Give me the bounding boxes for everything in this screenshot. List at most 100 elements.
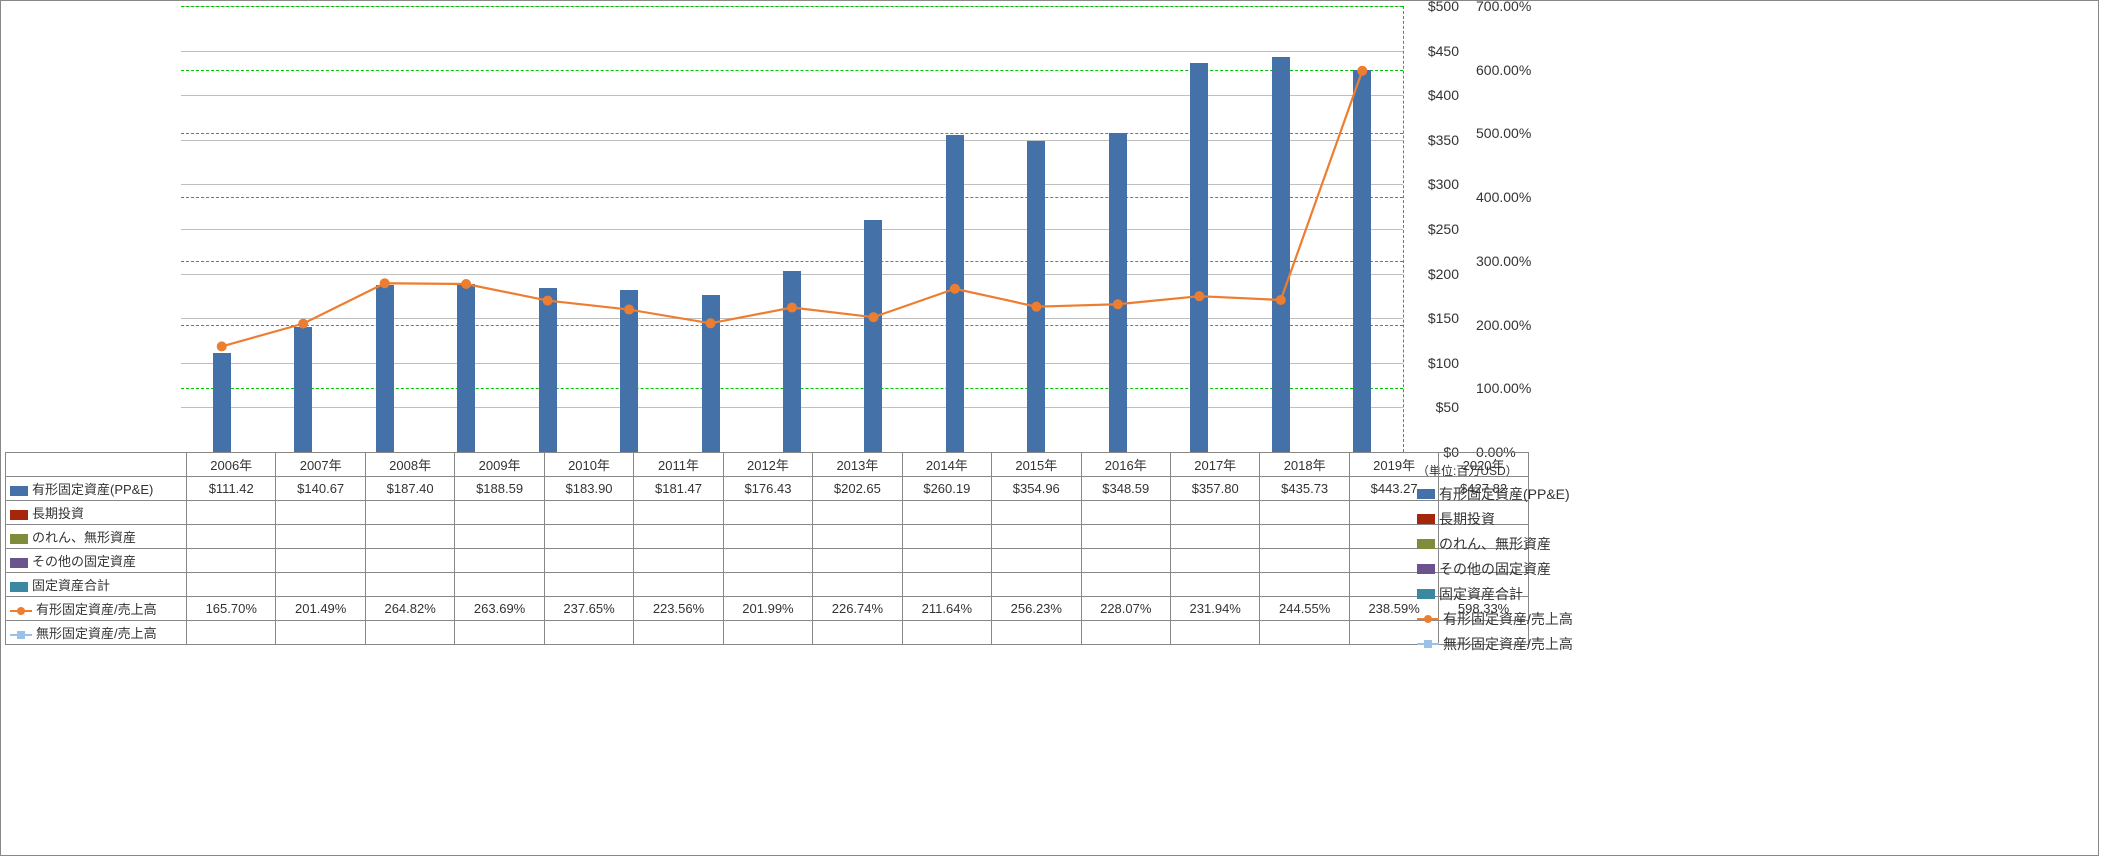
table-cell — [1081, 525, 1170, 549]
table-cell — [187, 549, 276, 573]
table-cell — [723, 525, 812, 549]
table-cell: $354.96 — [992, 477, 1081, 501]
category-header: 2013年 — [813, 453, 902, 477]
table-cell — [992, 525, 1081, 549]
table-cell — [365, 501, 454, 525]
y1-tick-label: $350 — [1428, 132, 1459, 148]
chart-container: $0$50$100$150$200$250$300$350$400$450$50… — [0, 0, 2099, 856]
table-cell — [1081, 573, 1170, 597]
table-cell — [992, 501, 1081, 525]
category-header: 2019年 — [1349, 453, 1438, 477]
table-cell — [902, 573, 991, 597]
category-header: 2009年 — [455, 453, 544, 477]
data-table: 2006年2007年2008年2009年2010年2011年2012年2013年… — [5, 452, 1529, 645]
y2-tick-label: 300.00% — [1476, 253, 1531, 269]
table-cell — [992, 573, 1081, 597]
table-cell — [187, 621, 276, 645]
table-row: 固定資産合計 — [6, 573, 1529, 597]
table-row: 長期投資 — [6, 501, 1529, 525]
table-cell: 201.99% — [723, 597, 812, 621]
table-cell: $202.65 — [813, 477, 902, 501]
table-cell — [723, 621, 812, 645]
category-header: 2018年 — [1260, 453, 1349, 477]
table-cell — [634, 525, 723, 549]
table-cell: 264.82% — [365, 597, 454, 621]
y2-axis-labels: 0.00%100.00%200.00%300.00%400.00%500.00%… — [1476, 6, 1546, 452]
table-cell — [723, 501, 812, 525]
table-cell — [813, 549, 902, 573]
y1-tick-label: $50 — [1436, 399, 1459, 415]
table-cell: $187.40 — [365, 477, 454, 501]
series-label: のれん、無形資産 — [32, 530, 136, 545]
table-cell: 237.65% — [544, 597, 633, 621]
category-header: 2008年 — [365, 453, 454, 477]
table-cell — [1170, 573, 1259, 597]
table-cell — [544, 573, 633, 597]
table-cell — [1170, 525, 1259, 549]
table-cell: $183.90 — [544, 477, 633, 501]
table-cell — [902, 549, 991, 573]
series-label: 有形固定資産(PP&E) — [32, 482, 153, 497]
table-cell — [544, 621, 633, 645]
legend-item: 有形固定資産/売上高 — [1417, 606, 1573, 631]
table-cell — [992, 549, 1081, 573]
table-cell — [813, 501, 902, 525]
y2-tick-label: 500.00% — [1476, 125, 1531, 141]
table-row: のれん、無形資産 — [6, 525, 1529, 549]
table-cell — [276, 621, 365, 645]
table-cell — [276, 549, 365, 573]
table-row: その他の固定資産 — [6, 549, 1529, 573]
table-cell — [813, 525, 902, 549]
y1-axis-labels: $0$50$100$150$200$250$300$350$400$450$50… — [1409, 6, 1459, 452]
table-cell — [1260, 525, 1349, 549]
table-cell — [1260, 573, 1349, 597]
table-cell — [544, 525, 633, 549]
table-cell — [813, 573, 902, 597]
table-cell — [187, 573, 276, 597]
table-cell: $181.47 — [634, 477, 723, 501]
table-cell — [1081, 621, 1170, 645]
table-row: 有形固定資産/売上高165.70%201.49%264.82%263.69%23… — [6, 597, 1529, 621]
table-cell — [365, 549, 454, 573]
plot-area — [181, 6, 1403, 452]
y2-tick-label: 700.00% — [1476, 0, 1531, 14]
table-cell: 201.49% — [276, 597, 365, 621]
table-cell — [723, 573, 812, 597]
table-row: 有形固定資産(PP&E)$111.42$140.67$187.40$188.59… — [6, 477, 1529, 501]
series-label: 固定資産合計 — [32, 578, 110, 593]
series-label: 有形固定資産/売上高 — [36, 602, 157, 617]
table-cell — [455, 573, 544, 597]
y2-axis-line — [1403, 6, 1404, 452]
legend-item: その他の固定資産 — [1417, 556, 1573, 581]
table-cell — [1081, 549, 1170, 573]
legend-item: のれん、無形資産 — [1417, 531, 1573, 556]
category-header: 2010年 — [544, 453, 633, 477]
table-cell — [455, 525, 544, 549]
y1-tick-label: $400 — [1428, 87, 1459, 103]
table-cell: $348.59 — [1081, 477, 1170, 501]
series-label: 無形固定資産/売上高 — [36, 626, 157, 641]
table-cell: 244.55% — [1260, 597, 1349, 621]
table-cell — [634, 621, 723, 645]
table-cell — [187, 501, 276, 525]
table-cell — [634, 573, 723, 597]
table-cell: 223.56% — [634, 597, 723, 621]
y2-tick-label: 200.00% — [1476, 317, 1531, 333]
y1-tick-label: $150 — [1428, 310, 1459, 326]
table-cell: $435.73 — [1260, 477, 1349, 501]
table-cell — [902, 525, 991, 549]
table-cell — [634, 501, 723, 525]
table-cell — [365, 525, 454, 549]
category-header: 2011年 — [634, 453, 723, 477]
table-cell: $188.59 — [455, 477, 544, 501]
category-header: 2006年 — [187, 453, 276, 477]
y1-tick-label: $500 — [1428, 0, 1459, 14]
category-header: 2012年 — [723, 453, 812, 477]
table-cell: 256.23% — [992, 597, 1081, 621]
table-cell — [544, 501, 633, 525]
category-header: 2015年 — [992, 453, 1081, 477]
table-cell — [187, 525, 276, 549]
y2-tick-label: 600.00% — [1476, 62, 1531, 78]
table-cell: $357.80 — [1170, 477, 1259, 501]
table-cell — [1260, 621, 1349, 645]
